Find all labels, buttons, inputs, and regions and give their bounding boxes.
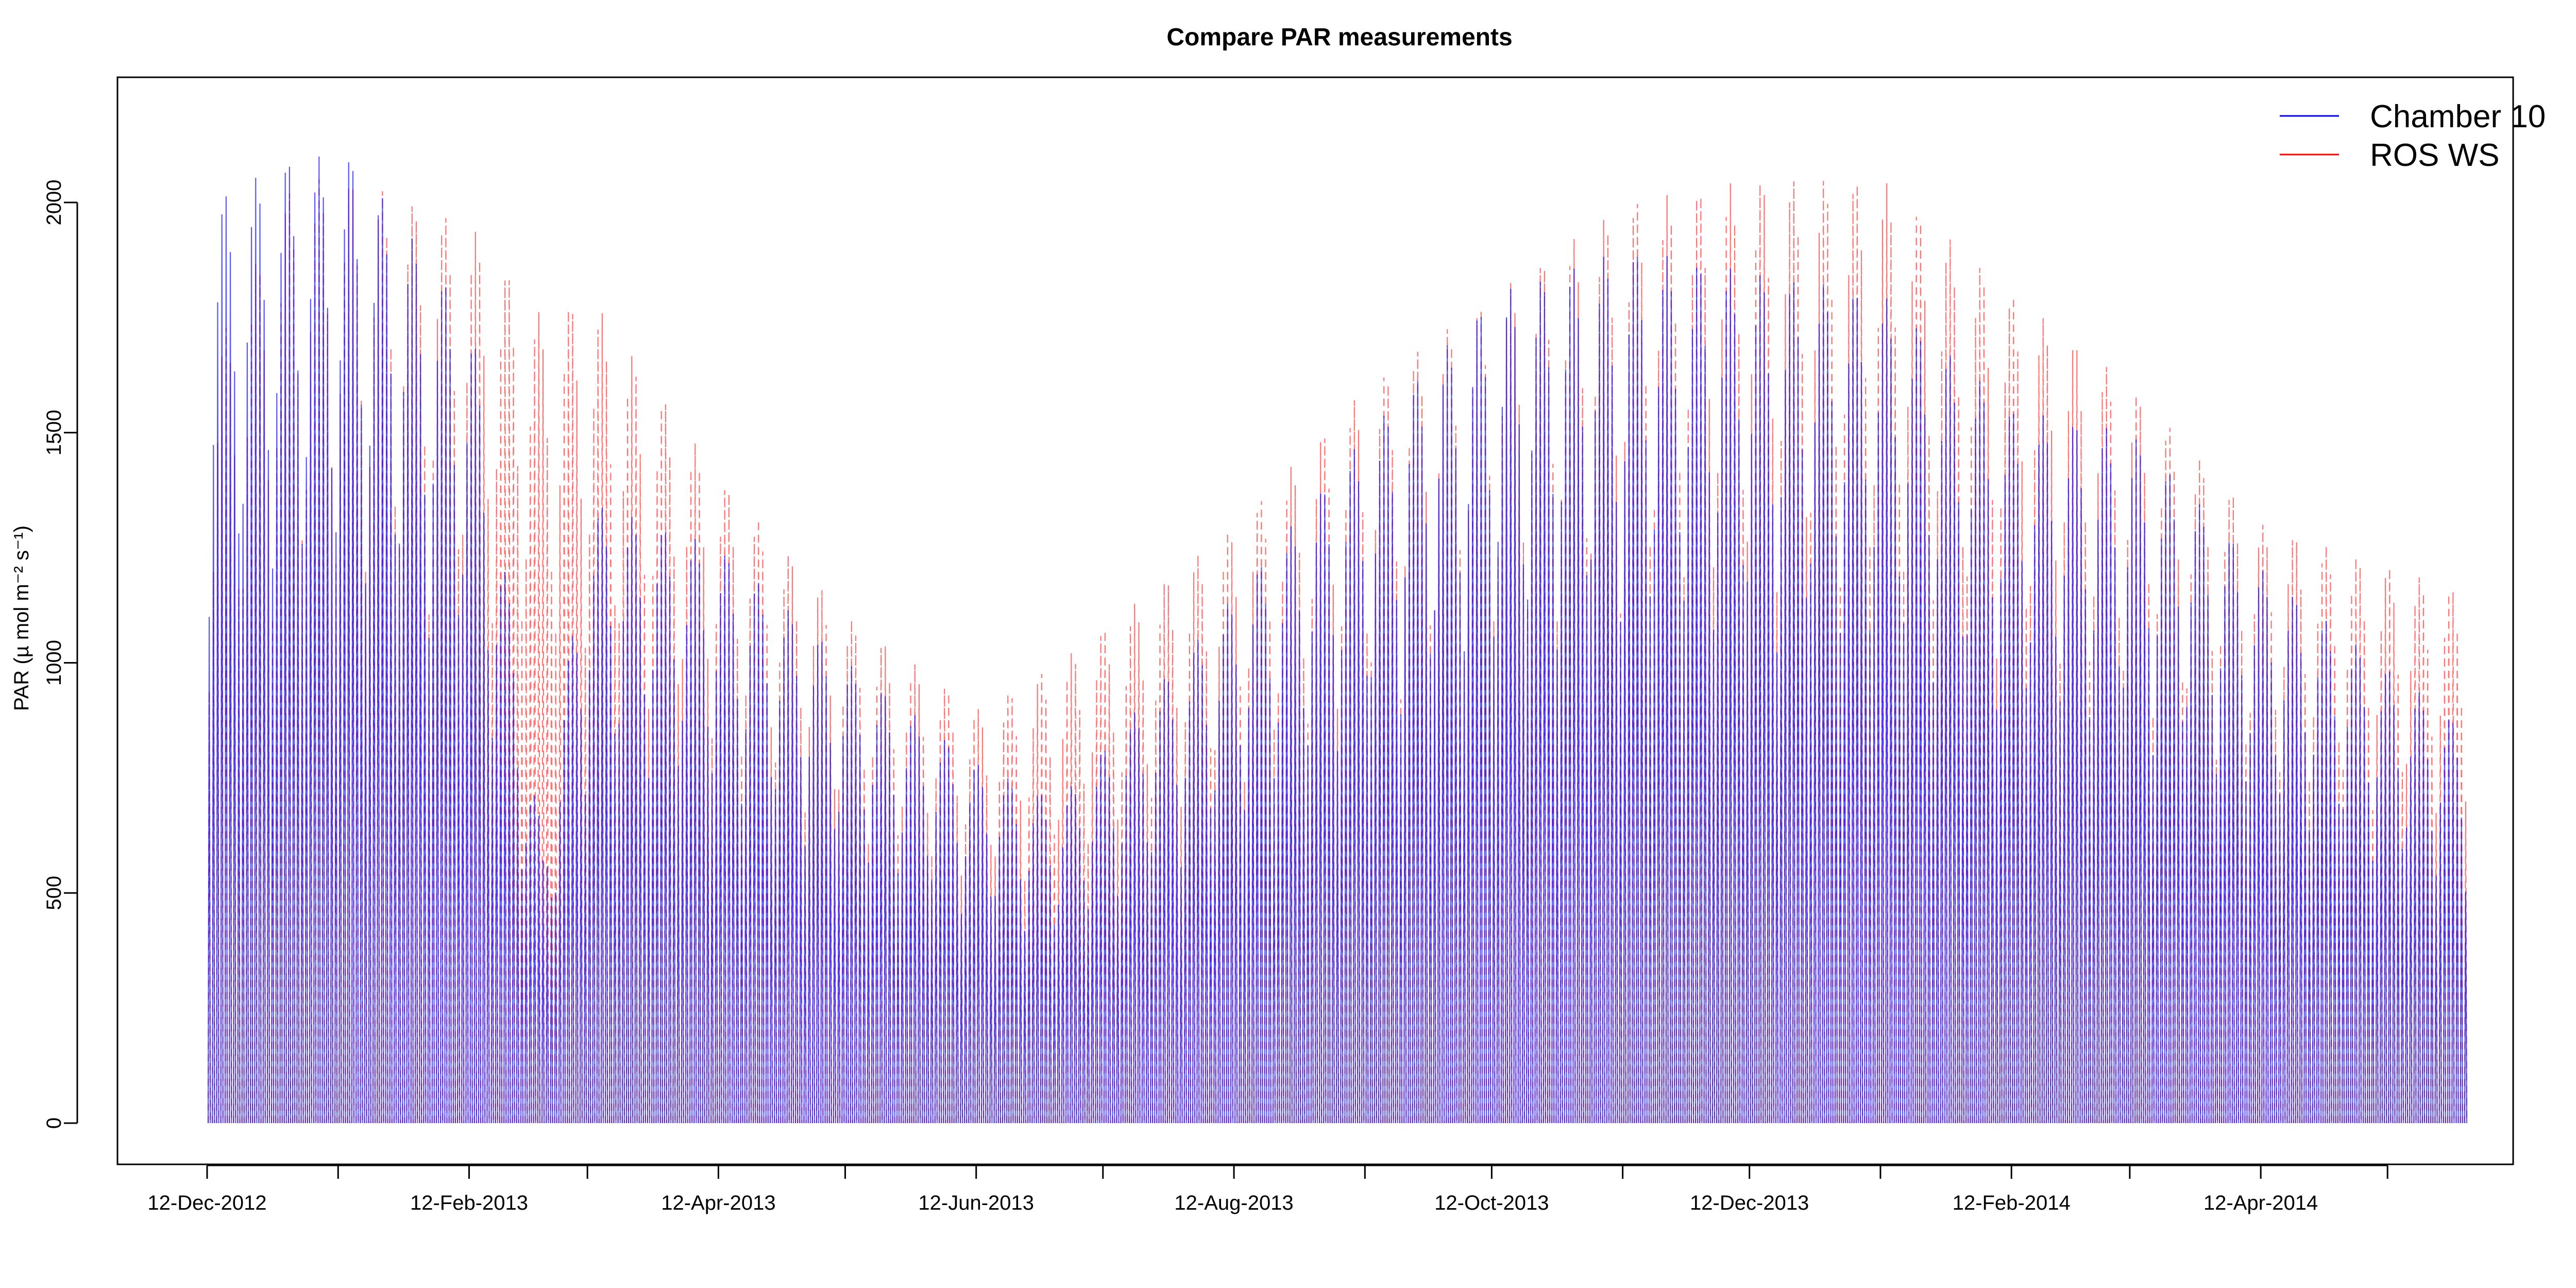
y-axis-label: PAR (µ mol m⁻² s⁻¹) — [10, 526, 33, 711]
legend-label: ROS WS — [2370, 138, 2499, 173]
y-tick-label: 1000 — [43, 640, 65, 686]
series-layer — [208, 156, 2467, 1124]
x-tick-label: 12-Aug-2013 — [1174, 1192, 1293, 1214]
x-tick-label: 12-Apr-2014 — [2204, 1192, 2318, 1214]
y-axis: 0 500 1000 1500 2000 — [43, 180, 78, 1129]
y-tick-label: 500 — [43, 876, 65, 910]
series-chamber-10 — [208, 156, 2467, 1124]
x-tick-label: 12-Dec-2012 — [147, 1192, 266, 1214]
x-tick-label: 12-Feb-2014 — [1953, 1192, 2071, 1214]
x-tick-label: 12-Oct-2013 — [1434, 1192, 1549, 1214]
chart-title: Compare PAR measurements — [1166, 24, 1512, 51]
y-tick-label: 2000 — [43, 180, 65, 226]
y-tick-label: 1500 — [43, 410, 65, 455]
x-tick-label: 12-Feb-2013 — [410, 1192, 528, 1214]
plot-area-border — [116, 76, 2514, 1165]
x-tick-label: 12-Dec-2013 — [1690, 1192, 1809, 1214]
x-tick-label: 12-Jun-2013 — [918, 1192, 1034, 1214]
legend: Chamber 10 ROS WS — [2280, 99, 2546, 173]
y-tick-label: 0 — [43, 1117, 65, 1129]
legend-label: Chamber 10 — [2370, 99, 2546, 134]
x-tick-label: 12-Apr-2013 — [661, 1192, 775, 1214]
x-axis: 12-Dec-2012 12-Feb-2013 12-Apr-2013 12-Jun-… — [147, 1164, 2388, 1214]
